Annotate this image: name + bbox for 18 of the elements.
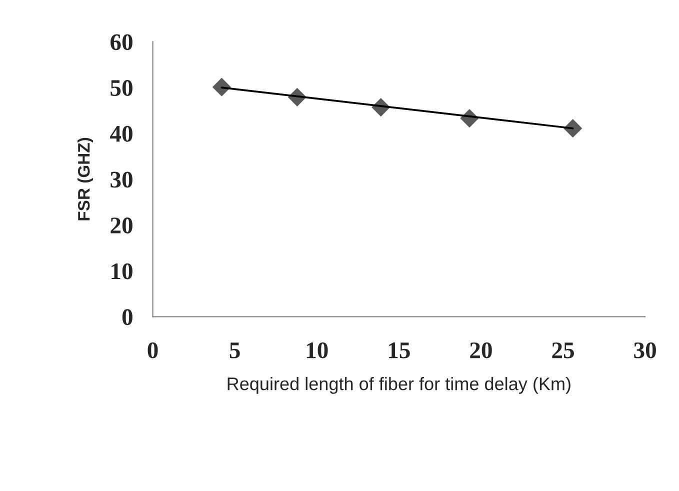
y-tick-label: 50 bbox=[110, 80, 132, 96]
y-tick-label: 30 bbox=[110, 172, 132, 188]
x-tick-label: 15 bbox=[389, 342, 410, 358]
point bbox=[212, 78, 232, 96]
y-tick-label: 40 bbox=[110, 126, 132, 142]
x-tick-label: 5 bbox=[230, 342, 240, 358]
y-tick-label: 0 bbox=[122, 309, 132, 326]
x-tick-label: 30 bbox=[634, 342, 656, 358]
x-tick-label: 20 bbox=[470, 342, 492, 358]
y-tick-label: 60 bbox=[110, 34, 132, 50]
y-tick-label: 20 bbox=[110, 218, 132, 234]
y-axis-title: FSR (GHZ) bbox=[78, 138, 94, 220]
x-tick-label: 10 bbox=[306, 342, 328, 358]
x-tick-label: 0 bbox=[148, 342, 158, 358]
point bbox=[564, 119, 582, 138]
y-tick-label: 10 bbox=[112, 263, 132, 280]
x-tick-label: 25 bbox=[552, 342, 574, 358]
x-axis-title: Required length of fiber for time delay (Km) bbox=[228, 376, 570, 394]
